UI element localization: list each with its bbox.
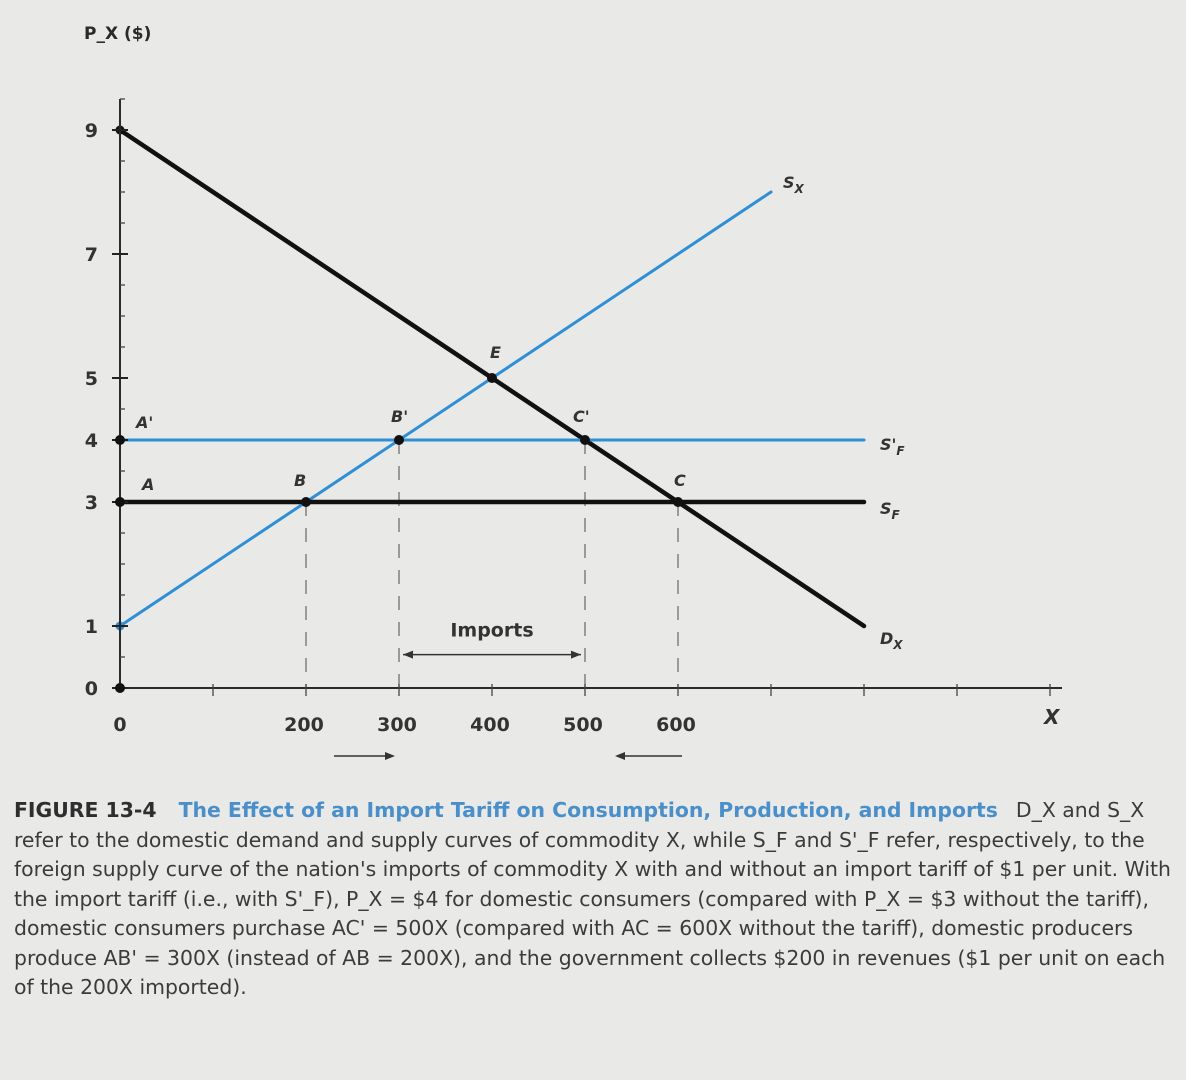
intersection-point: [394, 435, 404, 445]
series-line: [118, 190, 773, 628]
intersection-point: [487, 373, 497, 383]
point-label: C': [573, 407, 590, 426]
x-axis-title: X: [1042, 705, 1061, 729]
point-label: A': [134, 413, 153, 432]
imports-arrow-right: [571, 650, 581, 659]
figure-body: D_X and S_X refer to the domestic demand…: [14, 798, 1171, 999]
y-tick-label: 5: [85, 368, 98, 390]
figure-title: The Effect of an Import Tariff on Consum…: [178, 798, 998, 822]
imports-label: Imports: [450, 620, 533, 642]
intersection-point: [301, 497, 311, 507]
point-label: E: [490, 343, 501, 362]
x-tick-label: 200: [284, 714, 324, 736]
y-tick-label: 3: [85, 492, 98, 514]
consumption-shift-arrowhead: [615, 752, 625, 760]
series-label: DX: [880, 629, 903, 652]
x-tick-label: 300: [377, 714, 417, 736]
x-tick-label: 0: [113, 714, 126, 736]
y-tick-label: 0: [85, 678, 98, 700]
series-label: SF: [880, 499, 901, 522]
x-tick-label: 500: [563, 714, 603, 736]
y-tick-label: 7: [85, 244, 98, 266]
x-tick-label: 600: [656, 714, 696, 736]
series-label: SX: [783, 173, 805, 196]
point-label: B': [391, 407, 408, 426]
figure-caption: FIGURE 13-4 The Effect of an Import Tarif…: [14, 796, 1174, 1003]
point-label: B: [294, 471, 306, 490]
point-label: A: [140, 475, 154, 494]
imports-arrow-left: [403, 650, 413, 659]
intersection-point: [673, 497, 683, 507]
x-tick-label: 400: [470, 714, 510, 736]
series-label: S'F: [880, 435, 905, 458]
y-axis-title: P_X ($): [84, 24, 151, 44]
intersection-point: [580, 435, 590, 445]
y-tick-label: 9: [85, 120, 98, 142]
y-tick-label: 4: [85, 430, 98, 452]
y-tick-label: 1: [85, 616, 98, 638]
intersection-point: [115, 497, 125, 507]
production-shift-arrowhead: [385, 752, 395, 760]
figure-number: FIGURE 13-4: [14, 798, 157, 822]
intersection-point: [115, 435, 125, 445]
origin-point: [115, 683, 125, 693]
point-label: C: [674, 471, 686, 490]
